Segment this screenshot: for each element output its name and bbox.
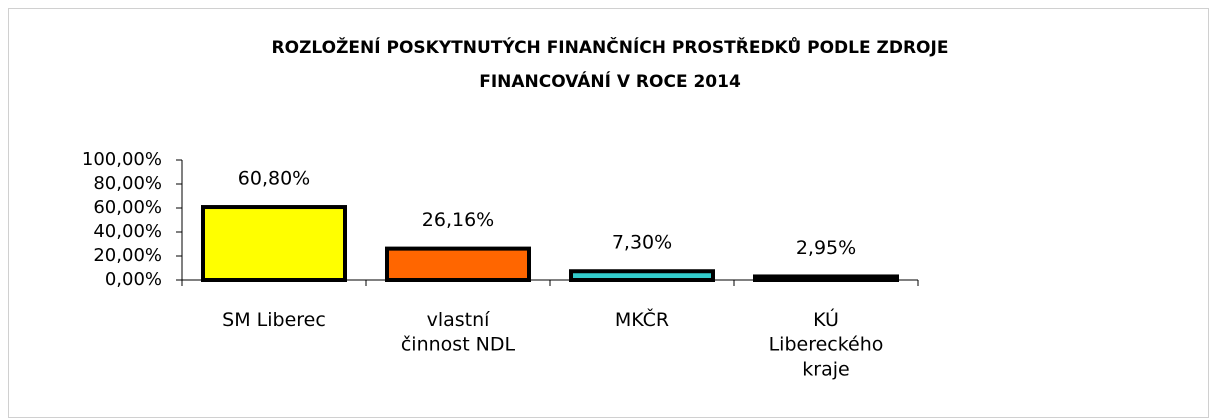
x-tick-label: KÚ Libereckého kraje: [769, 307, 884, 380]
bar: [569, 269, 715, 282]
chart-frame: [8, 8, 1209, 418]
x-tick-label: SM Liberec: [222, 309, 326, 331]
bar: [201, 205, 347, 282]
chart-title: ROZLOŽENÍ POSKYTNUTÝCH FINANČNÍCH PROSTŘ…: [272, 35, 949, 58]
value-label: 26,16%: [422, 209, 494, 231]
value-label: 60,80%: [238, 168, 310, 190]
x-tick-label: MKČR: [615, 307, 669, 331]
bar: [385, 246, 531, 283]
x-tick-label: vlastní činnost NDL: [401, 309, 516, 356]
y-tick-label: 100,00%: [82, 149, 162, 170]
value-label: 2,95%: [796, 237, 856, 259]
y-tick-label: 80,00%: [93, 173, 162, 194]
y-tick-label: 0,00%: [105, 269, 162, 290]
y-tick-label: 40,00%: [93, 221, 162, 242]
y-tick-label: 20,00%: [93, 245, 162, 266]
chart-title: FINANCOVÁNÍ V ROCE 2014: [479, 70, 741, 92]
value-label: 7,30%: [612, 232, 672, 254]
bar: [753, 274, 899, 282]
y-tick-label: 60,00%: [93, 197, 162, 218]
